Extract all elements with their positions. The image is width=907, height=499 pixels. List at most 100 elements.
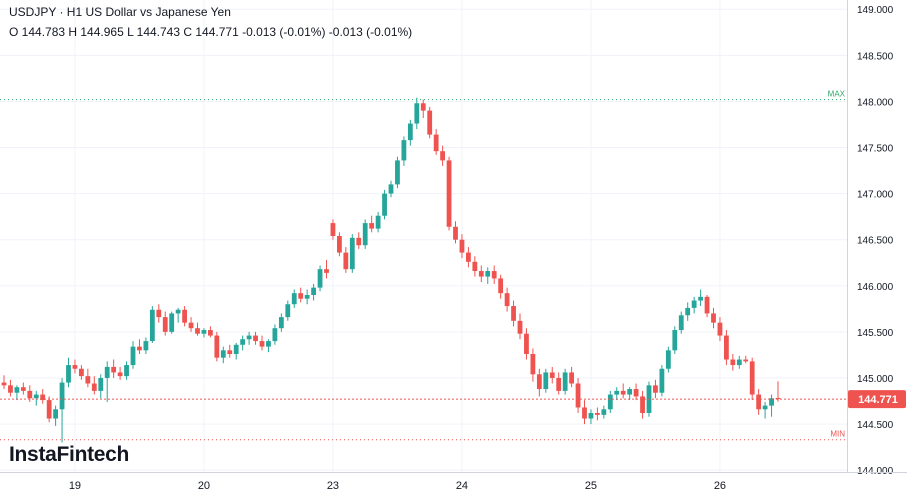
- min-label: MIN: [830, 430, 845, 439]
- candle-body: [259, 341, 265, 347]
- candle-body: [614, 390, 620, 395]
- candle-body: [66, 365, 71, 383]
- candle-body: [111, 366, 117, 373]
- candle-body: [446, 160, 452, 227]
- candle-body: [504, 293, 510, 307]
- last-price-label: 144.771: [858, 394, 898, 406]
- candle-body: [382, 193, 387, 216]
- candle-body: [736, 359, 742, 366]
- candle-body: [8, 385, 13, 393]
- candle-body: [762, 405, 768, 410]
- candle-body: [459, 239, 465, 253]
- y-tick-label: 144.000: [857, 466, 894, 477]
- candle-body: [27, 390, 33, 399]
- candle-body: [575, 383, 581, 408]
- candle-body: [343, 252, 349, 270]
- candle-body: [704, 296, 710, 314]
- candle-body: [588, 413, 594, 419]
- candle-body: [633, 389, 639, 397]
- candle-body: [627, 389, 633, 395]
- candle-body: [620, 390, 626, 395]
- candle-body: [149, 309, 155, 342]
- candle-body: [498, 278, 504, 294]
- candle-body: [220, 350, 226, 358]
- y-tick-label: 149.000: [857, 5, 894, 16]
- candle-body: [401, 140, 407, 161]
- candle-body: [478, 271, 484, 277]
- candle-body: [517, 320, 523, 334]
- candle-body: [240, 339, 246, 345]
- candle-body: [233, 344, 239, 354]
- candle-body: [420, 103, 426, 111]
- candle-body: [59, 382, 65, 410]
- candle-body: [659, 368, 665, 393]
- candle-body: [317, 269, 323, 288]
- candle-body: [595, 413, 600, 415]
- candle-body: [743, 359, 749, 362]
- candle-body: [182, 309, 187, 323]
- y-tick-label: 147.500: [857, 144, 894, 155]
- brand-logo: InstaFintech: [9, 443, 130, 466]
- x-tick-label: 24: [456, 480, 468, 492]
- candle-body: [485, 271, 491, 277]
- candle-body: [549, 372, 555, 378]
- candle-body: [749, 361, 755, 395]
- candle-body: [472, 261, 478, 272]
- candle-body: [349, 237, 355, 270]
- y-tick-label: 146.000: [857, 282, 894, 293]
- candle-body: [14, 387, 20, 393]
- candle-body: [40, 394, 46, 401]
- candle-body: [246, 335, 252, 340]
- candle-body: [724, 335, 729, 360]
- y-tick-label: 144.500: [857, 420, 894, 431]
- candle-body: [369, 223, 375, 229]
- candle-body: [266, 341, 271, 347]
- candle-body: [511, 306, 516, 321]
- candle-body: [569, 372, 574, 384]
- max-label: MAX: [828, 90, 846, 99]
- candles: [1, 97, 781, 443]
- candle-body: [698, 296, 703, 301]
- x-tick-label: 23: [327, 480, 339, 492]
- candle-body: [208, 330, 213, 336]
- candle-body: [491, 271, 497, 279]
- candle-body: [337, 236, 342, 253]
- candle-body: [685, 307, 691, 316]
- candle-body: [291, 293, 297, 305]
- candle-body: [175, 309, 181, 314]
- candle-body: [20, 387, 26, 391]
- candle-body: [214, 335, 220, 358]
- candle-body: [562, 372, 568, 391]
- y-tick-label: 147.000: [857, 190, 894, 201]
- candle-body: [272, 328, 278, 342]
- candle-body: [607, 394, 613, 410]
- candle-body: [440, 151, 445, 161]
- candle-body: [201, 330, 207, 334]
- candle-body: [582, 407, 587, 419]
- candle-body: [769, 398, 774, 406]
- x-tick-label: 20: [198, 480, 210, 492]
- candle-body: [775, 397, 781, 400]
- candle-body: [130, 346, 136, 366]
- candle-body: [665, 350, 671, 369]
- candle-body: [298, 293, 304, 299]
- x-tick-label: 19: [69, 480, 81, 492]
- candle-body: [1, 382, 7, 386]
- candle-body: [324, 269, 329, 273]
- candle-body: [311, 287, 316, 295]
- candle-body: [691, 300, 697, 308]
- candle-body: [195, 328, 200, 334]
- candle-body: [46, 400, 52, 419]
- candle-body: [536, 374, 542, 390]
- candle-body: [117, 372, 123, 377]
- candle-body: [678, 315, 684, 331]
- candle-body: [33, 394, 39, 399]
- candle-body: [278, 317, 284, 329]
- candle-body: [104, 366, 110, 378]
- candle-body: [453, 226, 458, 240]
- candle-body: [356, 237, 362, 246]
- candle-body: [717, 322, 723, 336]
- y-tick-label: 148.000: [857, 97, 894, 108]
